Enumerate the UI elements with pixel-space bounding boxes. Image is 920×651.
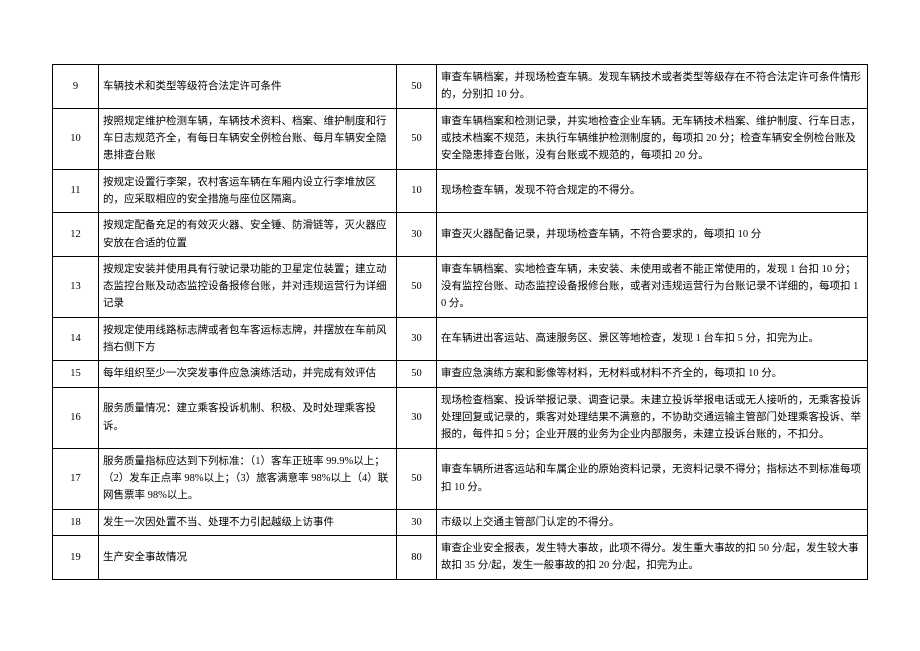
row-number: 13 xyxy=(53,256,99,317)
row-number: 16 xyxy=(53,387,99,448)
table-row: 12按规定配备充足的有效灭火器、安全锤、防滑链等，灭火器应安放在合适的位置30审… xyxy=(53,213,868,257)
table-row: 11按规定设置行李架，农村客运车辆在车厢内设立行李堆放区的，应采取相应的安全措施… xyxy=(53,169,868,213)
row-criteria: 审查车辆档案、实地检查车辆，未安装、未使用或者不能正常使用的，发现 1 台扣 1… xyxy=(437,256,868,317)
row-score: 30 xyxy=(397,317,437,361)
row-number: 15 xyxy=(53,361,99,387)
row-criteria: 在车辆进出客运站、高速服务区、景区等地检查，发现 1 台车扣 5 分，扣完为止。 xyxy=(437,317,868,361)
row-score: 50 xyxy=(397,256,437,317)
table-row: 9车辆技术和类型等级符合法定许可条件50审查车辆档案，并现场检查车辆。发现车辆技… xyxy=(53,65,868,109)
table-row: 17服务质量指标应达到下列标准：（1）客车正班率 99.9%以上；（2）发车正点… xyxy=(53,448,868,509)
row-item: 按规定配备充足的有效灭火器、安全锤、防滑链等，灭火器应安放在合适的位置 xyxy=(99,213,397,257)
row-score: 80 xyxy=(397,535,437,579)
row-number: 12 xyxy=(53,213,99,257)
row-item: 每年组织至少一次突发事件应急演练活动，并完成有效评估 xyxy=(99,361,397,387)
row-criteria: 审查车辆档案，并现场检查车辆。发现车辆技术或者类型等级存在不符合法定许可条件情形… xyxy=(437,65,868,109)
table-row: 14按规定使用线路标志牌或者包车客运标志牌，并摆放在车前风挡右侧下方30在车辆进… xyxy=(53,317,868,361)
row-item: 服务质量情况：建立乘客投诉机制、积极、及时处理乘客投诉。 xyxy=(99,387,397,448)
row-criteria: 市级以上交通主管部门认定的不得分。 xyxy=(437,509,868,535)
row-number: 17 xyxy=(53,448,99,509)
table-row: 16服务质量情况：建立乘客投诉机制、积极、及时处理乘客投诉。30现场检查档案、投… xyxy=(53,387,868,448)
row-number: 14 xyxy=(53,317,99,361)
row-score: 10 xyxy=(397,169,437,213)
row-criteria: 现场检查档案、投诉举报记录、调查记录。未建立投诉举报电话或无人接听的，无乘客投诉… xyxy=(437,387,868,448)
row-criteria: 审查车辆档案和检测记录，并实地检查企业车辆。无车辆技术档案、维护制度、行车日志，… xyxy=(437,108,868,169)
row-score: 50 xyxy=(397,65,437,109)
row-number: 10 xyxy=(53,108,99,169)
row-score: 30 xyxy=(397,509,437,535)
row-score: 50 xyxy=(397,108,437,169)
row-number: 18 xyxy=(53,509,99,535)
assessment-table: 9车辆技术和类型等级符合法定许可条件50审查车辆档案，并现场检查车辆。发现车辆技… xyxy=(52,64,868,580)
row-number: 19 xyxy=(53,535,99,579)
table-row: 15每年组织至少一次突发事件应急演练活动，并完成有效评估50审查应急演练方案和影… xyxy=(53,361,868,387)
row-item: 生产安全事故情况 xyxy=(99,535,397,579)
row-score: 30 xyxy=(397,213,437,257)
row-item: 按规定设置行李架，农村客运车辆在车厢内设立行李堆放区的，应采取相应的安全措施与座… xyxy=(99,169,397,213)
row-score: 50 xyxy=(397,361,437,387)
row-criteria: 审查企业安全报表，发生特大事故，此项不得分。发生重大事故的扣 50 分/起，发生… xyxy=(437,535,868,579)
row-item: 按规定使用线路标志牌或者包车客运标志牌，并摆放在车前风挡右侧下方 xyxy=(99,317,397,361)
table-body: 9车辆技术和类型等级符合法定许可条件50审查车辆档案，并现场检查车辆。发现车辆技… xyxy=(53,65,868,580)
row-item: 车辆技术和类型等级符合法定许可条件 xyxy=(99,65,397,109)
row-item: 服务质量指标应达到下列标准：（1）客车正班率 99.9%以上；（2）发车正点率 … xyxy=(99,448,397,509)
row-criteria: 审查灭火器配备记录，并现场检查车辆，不符合要求的，每项扣 10 分 xyxy=(437,213,868,257)
table-row: 19生产安全事故情况80审查企业安全报表，发生特大事故，此项不得分。发生重大事故… xyxy=(53,535,868,579)
row-score: 30 xyxy=(397,387,437,448)
table-row: 18发生一次因处置不当、处理不力引起越级上访事件30市级以上交通主管部门认定的不… xyxy=(53,509,868,535)
row-criteria: 审查应急演练方案和影像等材料，无材料或材料不齐全的，每项扣 10 分。 xyxy=(437,361,868,387)
row-criteria: 现场检查车辆，发现不符合规定的不得分。 xyxy=(437,169,868,213)
row-item: 按规定安装并使用具有行驶记录功能的卫星定位装置；建立动态监控台账及动态监控设备报… xyxy=(99,256,397,317)
row-item: 按照规定维护检测车辆，车辆技术资料、档案、维护制度和行车日志规范齐全，有每日车辆… xyxy=(99,108,397,169)
table-row: 10按照规定维护检测车辆，车辆技术资料、档案、维护制度和行车日志规范齐全，有每日… xyxy=(53,108,868,169)
row-number: 9 xyxy=(53,65,99,109)
table-row: 13按规定安装并使用具有行驶记录功能的卫星定位装置；建立动态监控台账及动态监控设… xyxy=(53,256,868,317)
row-score: 50 xyxy=(397,448,437,509)
row-number: 11 xyxy=(53,169,99,213)
row-criteria: 审查车辆所进客运站和车属企业的原始资料记录，无资料记录不得分；指标达不到标准每项… xyxy=(437,448,868,509)
row-item: 发生一次因处置不当、处理不力引起越级上访事件 xyxy=(99,509,397,535)
